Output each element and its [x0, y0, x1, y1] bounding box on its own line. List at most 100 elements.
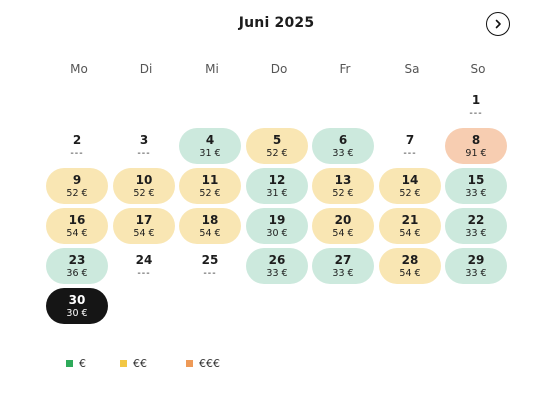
- weekday-header-row: Mo Di Mi Do Fr Sa So: [46, 62, 512, 78]
- calendar-day[interactable]: 28 54 €: [379, 248, 441, 284]
- day-number: 14: [401, 172, 419, 187]
- weekday-label: Fr: [339, 62, 351, 76]
- day-number: 28: [401, 252, 419, 267]
- day-number: 11: [201, 172, 219, 187]
- day-number: 3: [139, 132, 149, 147]
- day-number: 6: [338, 132, 348, 147]
- day-number: 2: [72, 132, 82, 147]
- weekday-label: Mo: [70, 62, 88, 76]
- day-price: 31 €: [266, 187, 288, 199]
- day-number: 12: [268, 172, 286, 187]
- calendar-header: Juni 2025: [0, 0, 553, 48]
- calendar-day[interactable]: 8 91 €: [445, 128, 507, 164]
- day-price: ---: [137, 147, 151, 159]
- calendar-day[interactable]: 27 33 €: [312, 248, 374, 284]
- day-price: ---: [403, 147, 417, 159]
- day-price: 31 €: [199, 147, 221, 159]
- day-price: 54 €: [399, 227, 421, 239]
- day-price: 36 €: [66, 267, 88, 279]
- calendar-day[interactable]: 9 52 €: [46, 168, 108, 204]
- day-price: 52 €: [66, 187, 88, 199]
- day-price: ---: [469, 107, 483, 119]
- day-price: ---: [203, 267, 217, 279]
- calendar-day[interactable]: 7 ---: [379, 128, 441, 164]
- legend-item: €€: [120, 357, 147, 370]
- legend-swatch: [186, 360, 193, 367]
- day-price: 54 €: [199, 227, 221, 239]
- calendar-day[interactable]: 25 ---: [179, 248, 241, 284]
- day-price: 33 €: [465, 267, 487, 279]
- calendar-day[interactable]: 19 30 €: [246, 208, 308, 244]
- day-number: 25: [201, 252, 219, 267]
- legend-swatch: [66, 360, 73, 367]
- day-price: 30 €: [66, 307, 88, 319]
- calendar-day[interactable]: 5 52 €: [246, 128, 308, 164]
- day-number: 27: [334, 252, 352, 267]
- day-price: ---: [137, 267, 151, 279]
- calendar-day[interactable]: 16 54 €: [46, 208, 108, 244]
- day-price: 54 €: [332, 227, 354, 239]
- weekday-label: So: [470, 62, 486, 76]
- day-number: 20: [334, 212, 352, 227]
- calendar-day[interactable]: 21 54 €: [379, 208, 441, 244]
- day-price: 33 €: [332, 147, 354, 159]
- calendar-day[interactable]: 15 33 €: [445, 168, 507, 204]
- calendar-day[interactable]: 30 30 €: [46, 288, 108, 324]
- day-price: 52 €: [133, 187, 155, 199]
- day-price: 54 €: [399, 267, 421, 279]
- calendar-day[interactable]: 22 33 €: [445, 208, 507, 244]
- day-number: 9: [72, 172, 82, 187]
- day-number: 16: [68, 212, 86, 227]
- calendar-day[interactable]: 11 52 €: [179, 168, 241, 204]
- legend-item: €€€: [186, 357, 220, 370]
- day-price: 33 €: [465, 227, 487, 239]
- next-month-button[interactable]: [486, 12, 510, 36]
- day-price: 52 €: [199, 187, 221, 199]
- calendar-day[interactable]: 2 ---: [46, 128, 108, 164]
- day-number: 24: [135, 252, 153, 267]
- day-price: 30 €: [266, 227, 288, 239]
- legend-label: €€: [133, 357, 147, 370]
- calendar-day[interactable]: 3 ---: [113, 128, 175, 164]
- day-price: 52 €: [332, 187, 354, 199]
- day-number: 18: [201, 212, 219, 227]
- calendar-day[interactable]: 20 54 €: [312, 208, 374, 244]
- day-number: 26: [268, 252, 286, 267]
- day-number: 29: [467, 252, 485, 267]
- day-number: 10: [135, 172, 153, 187]
- day-price: 33 €: [266, 267, 288, 279]
- calendar-day[interactable]: 17 54 €: [113, 208, 175, 244]
- calendar-day[interactable]: 29 33 €: [445, 248, 507, 284]
- day-number: 23: [68, 252, 86, 267]
- calendar-day[interactable]: 6 33 €: [312, 128, 374, 164]
- calendar-day[interactable]: 26 33 €: [246, 248, 308, 284]
- legend-label: €€€: [199, 357, 220, 370]
- day-number: 30: [68, 292, 86, 307]
- calendar-day[interactable]: 23 36 €: [46, 248, 108, 284]
- day-price: 33 €: [332, 267, 354, 279]
- day-price: 54 €: [66, 227, 88, 239]
- day-price: 91 €: [465, 147, 487, 159]
- calendar-day[interactable]: 12 31 €: [246, 168, 308, 204]
- calendar-day[interactable]: 18 54 €: [179, 208, 241, 244]
- calendar-day[interactable]: 10 52 €: [113, 168, 175, 204]
- weekday-label: Mi: [205, 62, 219, 76]
- calendar-day[interactable]: 13 52 €: [312, 168, 374, 204]
- weekday-label: Do: [270, 62, 288, 76]
- legend-item: €: [66, 357, 86, 370]
- calendar-day[interactable]: 4 31 €: [179, 128, 241, 164]
- day-number: 22: [467, 212, 485, 227]
- calendar-day[interactable]: 1 ---: [445, 88, 507, 124]
- day-price: 52 €: [266, 147, 288, 159]
- calendar-day[interactable]: 24 ---: [113, 248, 175, 284]
- day-price: 54 €: [133, 227, 155, 239]
- calendar-day-grid: 1 --- 2 --- 3 --- 4 31 €5 52 €6 33 €7 --- 8 91 €9 52 …: [46, 88, 512, 328]
- day-number: 7: [405, 132, 415, 147]
- month-title: Juni 2025: [238, 15, 315, 31]
- weekday-label: Di: [139, 62, 153, 76]
- calendar-day[interactable]: 14 52 €: [379, 168, 441, 204]
- day-number: 17: [135, 212, 153, 227]
- day-number: 19: [268, 212, 286, 227]
- day-number: 4: [205, 132, 215, 147]
- day-number: 8: [471, 132, 481, 147]
